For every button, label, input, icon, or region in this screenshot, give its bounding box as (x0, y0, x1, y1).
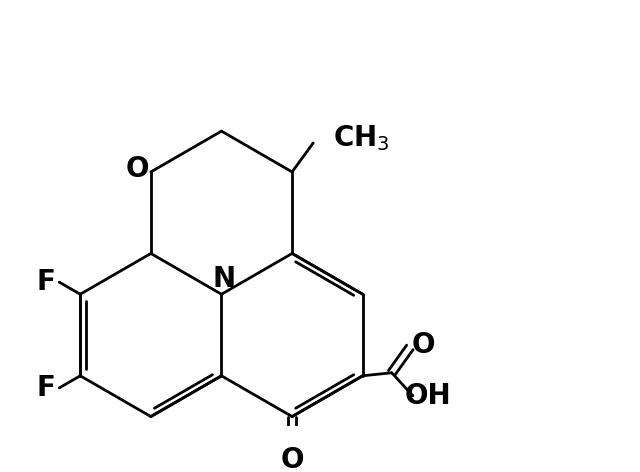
Text: F: F (36, 374, 56, 402)
Text: OH: OH (404, 382, 451, 410)
Text: O: O (280, 446, 304, 472)
Text: CH$_3$: CH$_3$ (333, 123, 389, 153)
Text: F: F (36, 268, 56, 296)
Text: O: O (412, 331, 435, 359)
Text: N: N (212, 265, 236, 293)
Text: O: O (126, 155, 149, 183)
